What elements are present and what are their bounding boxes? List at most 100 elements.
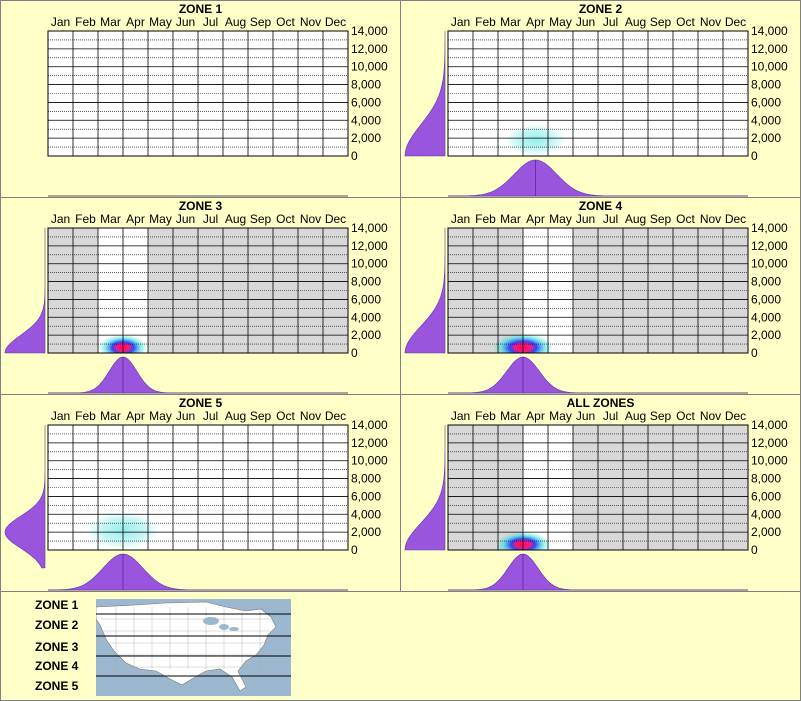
month-label: Nov xyxy=(700,409,721,423)
chart-svg: Jan Feb Mar Apr May Jun Jul Aug Sep Oct Nov Dec 14,0… xyxy=(4,409,388,591)
month-label: Sep xyxy=(250,409,272,423)
month-label: Apr xyxy=(126,15,145,29)
chart-svg: Jan Feb Mar Apr May Jun Jul Aug Sep Oct Nov Dec 14,0… xyxy=(404,409,788,591)
shaded-month-8 xyxy=(623,228,648,353)
zone-map xyxy=(96,599,291,696)
y-tick-label: 8,000 xyxy=(351,78,381,92)
y-tick-label: 12,000 xyxy=(751,436,788,450)
month-label: May xyxy=(149,409,172,423)
heat-hotspot xyxy=(505,124,566,156)
elevation-distribution-curve xyxy=(4,425,46,569)
y-tick-label: 4,000 xyxy=(351,507,381,521)
map-lake xyxy=(229,627,239,631)
month-label: Feb xyxy=(75,15,96,29)
month-label: Jul xyxy=(603,15,618,29)
month-label: Aug xyxy=(625,15,646,29)
y-tick-label: 14,000 xyxy=(351,418,388,432)
elevation-distribution-curve xyxy=(404,31,446,157)
plot-border xyxy=(47,424,349,551)
month-label: Jan xyxy=(451,212,470,226)
elevation-distribution-curve xyxy=(404,425,446,551)
month-label: Mar xyxy=(100,15,121,29)
month-label: Mar xyxy=(500,212,521,226)
month-label: Apr xyxy=(526,212,545,226)
shaded-month-8 xyxy=(223,228,248,353)
chart-svg: Jan Feb Mar Apr May Jun Jul Aug Sep Oct Nov Dec 14,0… xyxy=(4,212,388,394)
month-label: Jul xyxy=(203,212,218,226)
shaded-month-12 xyxy=(723,425,748,550)
shaded-month-2 xyxy=(473,228,498,353)
chart-panel-2: ZONE 2 Jan Feb Mar Apr May Jun Jul Aug Sep Oct Nov D… xyxy=(400,0,801,198)
chart-title: ALL ZONES xyxy=(566,396,635,410)
month-label: Jul xyxy=(603,212,618,226)
chart-panel-4: ZONE 4 Jan Feb Mar Apr May Jun Jul Aug Sep Oct Nov D… xyxy=(400,197,801,395)
y-tick-label: 8,000 xyxy=(751,78,781,92)
chart-panel-6: ALL ZONES Jan Feb Mar Apr May Jun Jul Aug Sep Oct N… xyxy=(400,394,801,592)
month-label: Apr xyxy=(526,15,545,29)
month-label: May xyxy=(549,15,572,29)
shaded-month-10 xyxy=(273,228,298,353)
y-tick-label: 12,000 xyxy=(351,42,388,56)
map-land xyxy=(96,601,277,692)
month-label: Jul xyxy=(203,409,218,423)
y-tick-label: 2,000 xyxy=(751,525,781,539)
plot-border xyxy=(447,424,749,551)
chart-title: ZONE 2 xyxy=(578,2,623,16)
month-label: Jun xyxy=(176,15,195,29)
y-tick-label: 8,000 xyxy=(751,275,781,289)
plot-border xyxy=(447,30,749,157)
y-tick-label: 6,000 xyxy=(351,489,381,503)
month-label: Jul xyxy=(603,409,618,423)
month-label: Apr xyxy=(126,409,145,423)
month-label: Dec xyxy=(325,15,346,29)
month-label: Dec xyxy=(325,409,346,423)
month-label: Sep xyxy=(250,212,272,226)
elevation-distribution-curve xyxy=(404,228,446,354)
shaded-month-6 xyxy=(573,228,598,353)
month-label: Jan xyxy=(51,15,70,29)
month-label: Jun xyxy=(576,409,595,423)
plot-border xyxy=(47,30,349,157)
y-tick-label: 0 xyxy=(751,346,758,360)
month-label: Nov xyxy=(300,15,321,29)
y-tick-label: 4,000 xyxy=(351,113,381,127)
y-tick-label: 0 xyxy=(351,543,358,557)
month-distribution-curve xyxy=(48,356,348,394)
y-tick-label: 12,000 xyxy=(351,436,388,450)
month-label: Feb xyxy=(75,212,96,226)
month-label: Oct xyxy=(276,409,295,423)
month-label: Mar xyxy=(100,409,121,423)
y-tick-label: 10,000 xyxy=(751,257,788,271)
month-distribution-curve xyxy=(48,553,348,591)
month-label: Jan xyxy=(51,212,70,226)
shaded-month-2 xyxy=(473,425,498,550)
month-label: Jun xyxy=(576,212,595,226)
y-tick-label: 2,000 xyxy=(351,525,381,539)
shaded-month-10 xyxy=(673,228,698,353)
month-label: Nov xyxy=(300,409,321,423)
y-tick-label: 4,000 xyxy=(751,310,781,324)
month-label: Jan xyxy=(51,409,70,423)
month-label: Aug xyxy=(625,409,646,423)
y-tick-label: 0 xyxy=(751,543,758,557)
shaded-month-12 xyxy=(723,228,748,353)
month-distribution-curve xyxy=(448,159,748,197)
chart-title: ZONE 3 xyxy=(178,199,223,213)
elevation-distribution-curve xyxy=(4,228,46,354)
shaded-month-6 xyxy=(573,425,598,550)
month-label: Sep xyxy=(650,15,672,29)
y-tick-label: 14,000 xyxy=(351,24,388,38)
month-label: Jun xyxy=(176,409,195,423)
chart-svg: Jan Feb Mar Apr May Jun Jul Aug Sep Oct Nov Dec 14,0… xyxy=(47,15,388,197)
month-label: Feb xyxy=(475,409,496,423)
month-label: Apr xyxy=(126,212,145,226)
zone-legend-label: ZONE 4 xyxy=(35,659,79,673)
y-tick-label: 10,000 xyxy=(351,60,388,74)
month-label: Dec xyxy=(725,15,746,29)
y-tick-label: 6,000 xyxy=(751,292,781,306)
month-label: Feb xyxy=(475,212,496,226)
shaded-month-10 xyxy=(673,425,698,550)
zone-legend-label: ZONE 5 xyxy=(35,679,79,693)
y-tick-label: 10,000 xyxy=(351,454,388,468)
